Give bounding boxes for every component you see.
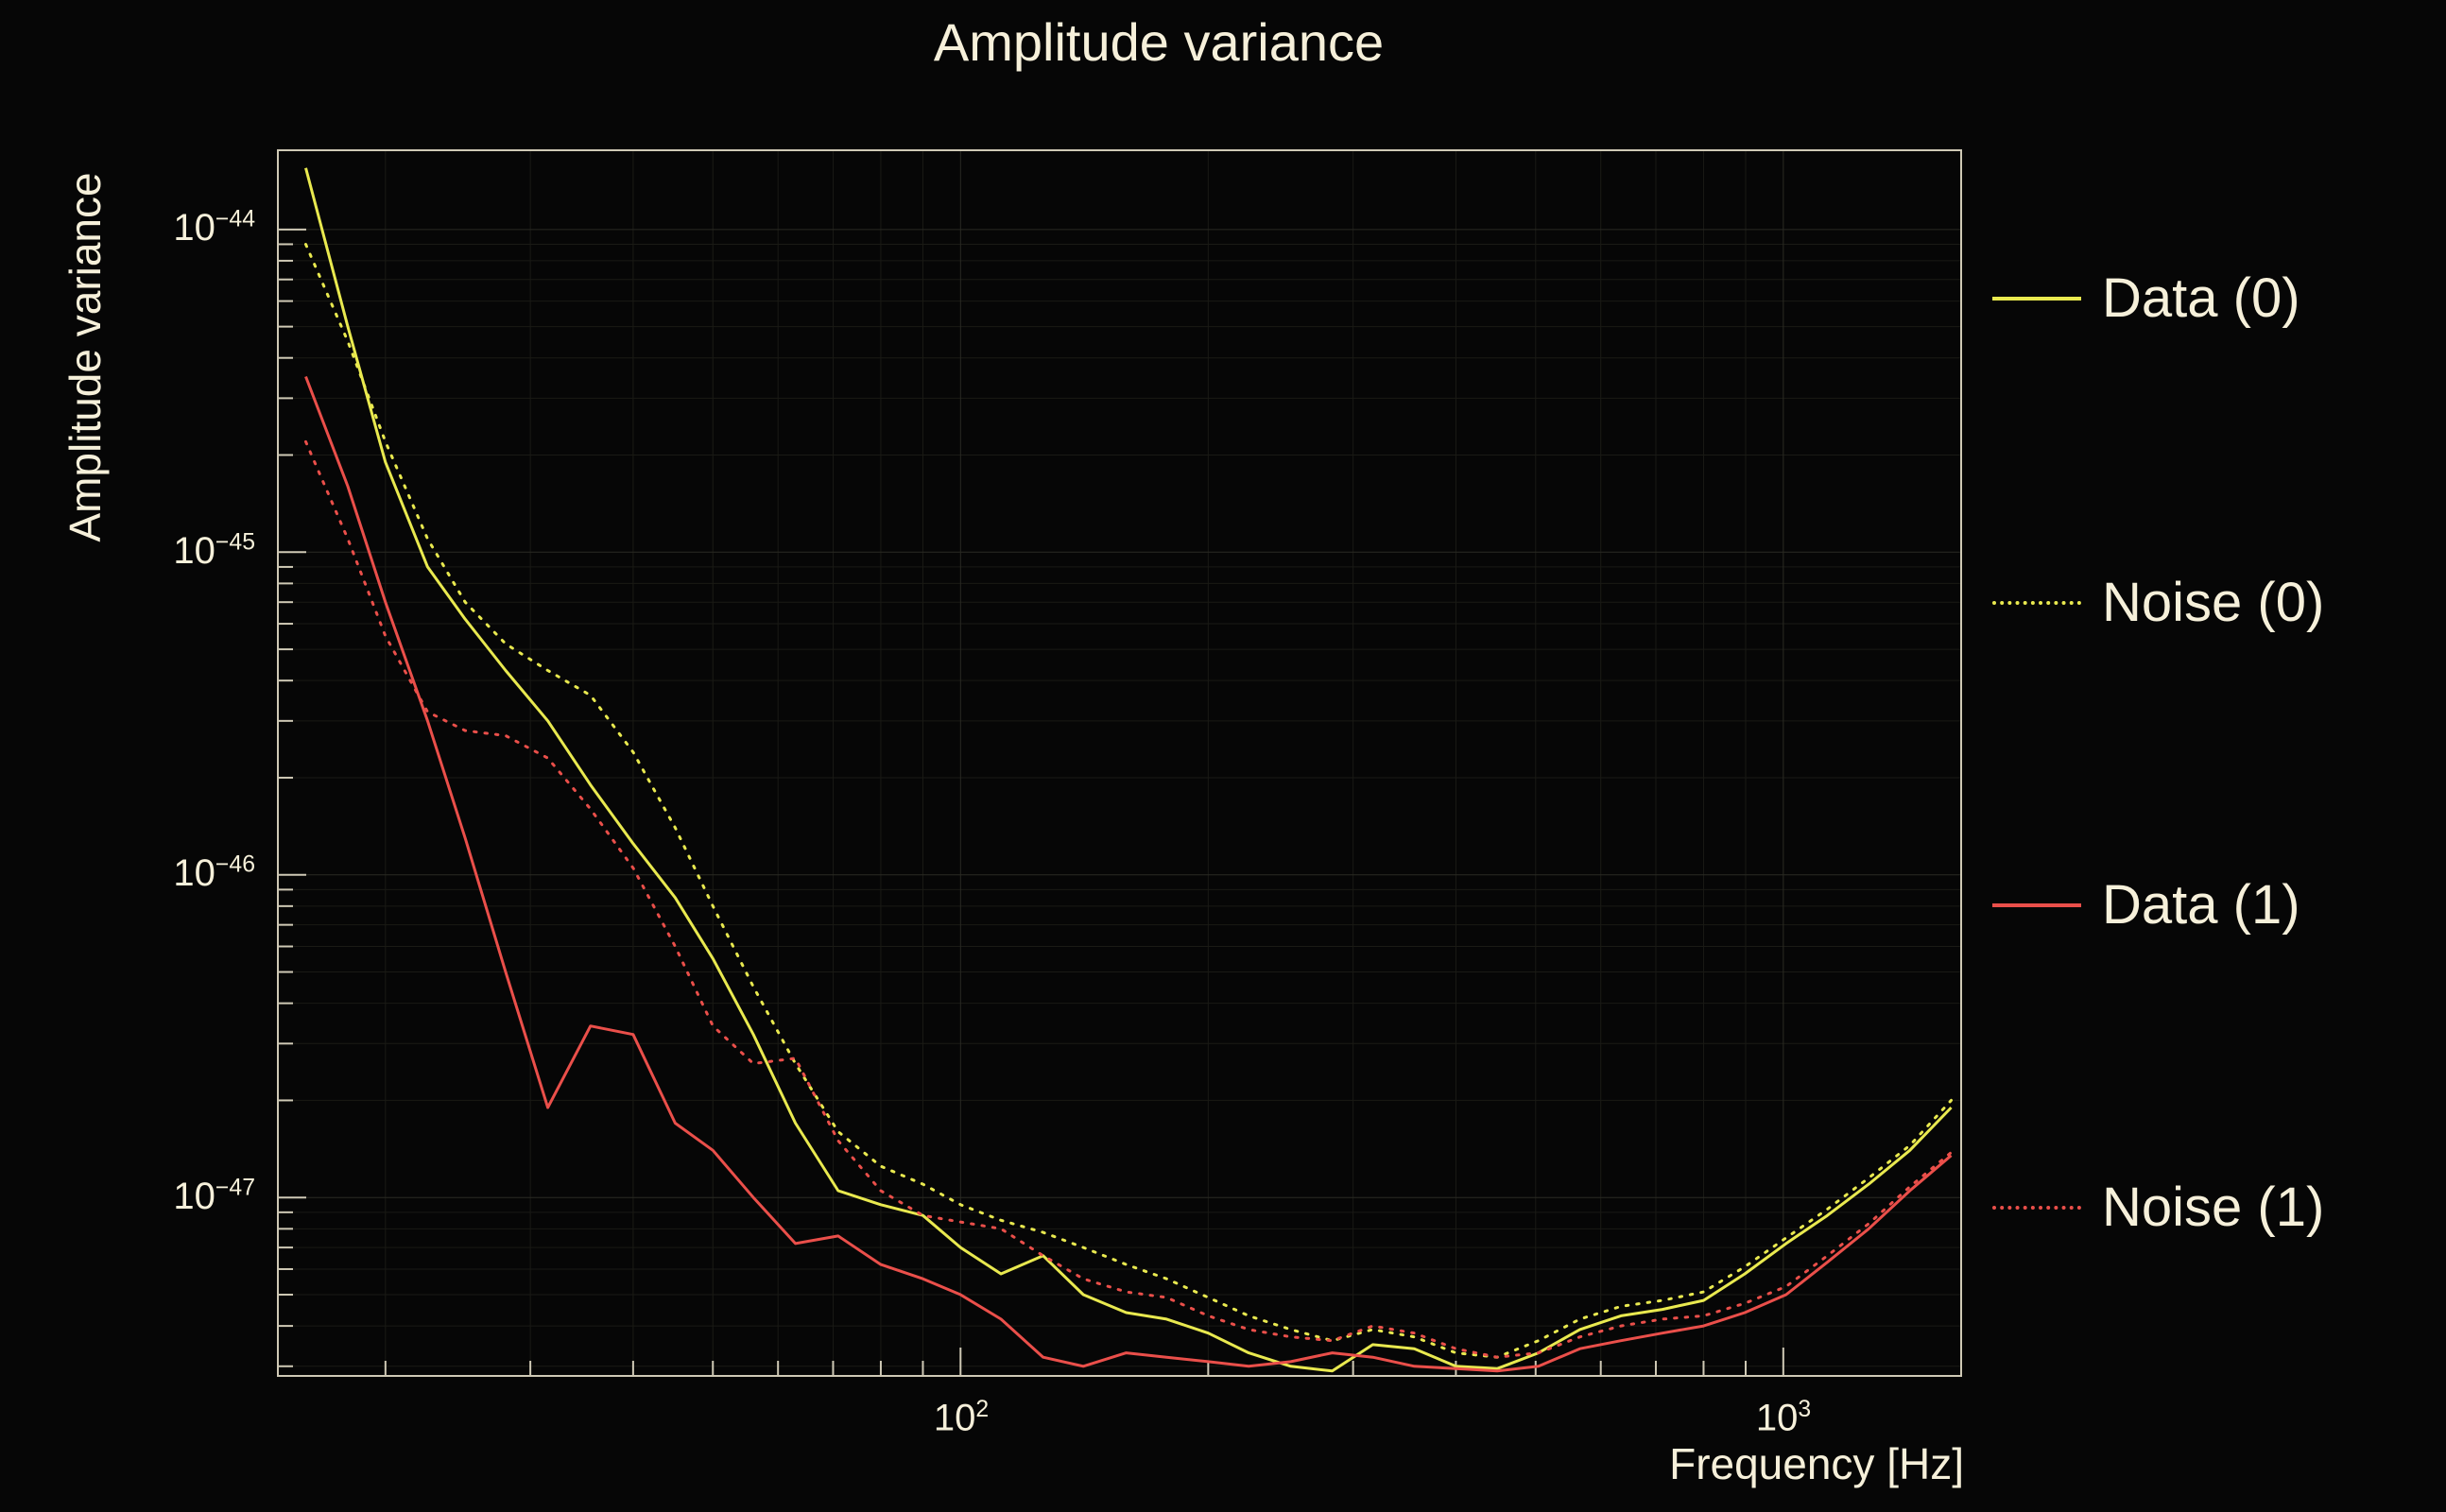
y-axis-title: Amplitude variance [60,172,110,542]
y-tick-label-1e-46: 10−46 [173,852,255,895]
tick-base: 10 [173,851,215,894]
y-tick-label-1e-47: 10−47 [173,1176,255,1218]
legend-line-sample-dotted-red [1992,1206,2081,1210]
legend-line-sample-solid-yellow [1992,297,2081,301]
tick-base: 10 [173,1175,215,1217]
legend-label: Noise (1) [2102,1177,2325,1238]
tick-base: 10 [173,206,215,249]
tick-base: 10 [173,529,215,572]
tick-exponent: 3 [1798,1397,1812,1422]
x-tick-label-1000: 103 [1756,1397,1811,1439]
tick-exponent: 2 [975,1397,990,1422]
y-tick-label-1e-45: 10−45 [173,530,255,573]
tick-exponent: −45 [215,529,255,556]
legend-entry-noise-0: Noise (0) [1992,576,2324,630]
tick-exponent: −47 [215,1175,255,1201]
legend-entry-noise-1: Noise (1) [1992,1180,2324,1235]
legend-label: Data (0) [2102,267,2300,329]
tick-base: 10 [933,1397,976,1439]
legend-line-sample-solid-red [1992,903,2081,907]
y-tick-label-1e-44: 10−44 [173,207,255,249]
tick-base: 10 [1755,1397,1799,1439]
chart-title: Amplitude variance [933,12,1385,72]
legend-entry-data-0: Data (0) [1992,271,2300,326]
x-axis-title: Frequency [Hz] [1669,1439,1964,1488]
tick-exponent: −46 [215,851,255,878]
tick-exponent: −44 [215,206,255,232]
legend-label: Noise (0) [2102,572,2325,633]
legend-line-sample-dotted-yellow [1992,601,2081,605]
legend-entry-data-1: Data (1) [1992,878,2300,933]
x-tick-label-100: 102 [934,1397,989,1439]
legend-label: Data (1) [2102,874,2300,936]
